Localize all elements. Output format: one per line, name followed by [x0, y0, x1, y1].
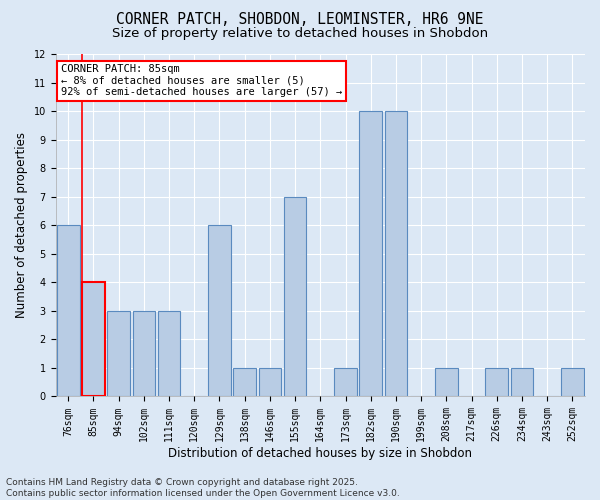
Bar [334, 368, 357, 396]
Bar [435, 368, 458, 396]
X-axis label: Distribution of detached houses by size in Shobdon: Distribution of detached houses by size … [169, 447, 472, 460]
Bar [511, 368, 533, 396]
Text: Contains HM Land Registry data © Crown copyright and database right 2025.
Contai: Contains HM Land Registry data © Crown c… [6, 478, 400, 498]
Bar [57, 225, 80, 396]
Bar [561, 368, 584, 396]
Y-axis label: Number of detached properties: Number of detached properties [15, 132, 28, 318]
Text: CORNER PATCH, SHOBDON, LEOMINSTER, HR6 9NE: CORNER PATCH, SHOBDON, LEOMINSTER, HR6 9… [116, 12, 484, 28]
Bar [158, 311, 181, 396]
Bar [133, 311, 155, 396]
Bar [208, 225, 231, 396]
Bar [233, 368, 256, 396]
Bar [284, 196, 307, 396]
Bar [485, 368, 508, 396]
Bar [259, 368, 281, 396]
Bar [359, 111, 382, 397]
Bar [82, 282, 105, 397]
Text: CORNER PATCH: 85sqm
← 8% of detached houses are smaller (5)
92% of semi-detached: CORNER PATCH: 85sqm ← 8% of detached hou… [61, 64, 342, 98]
Bar [107, 311, 130, 396]
Text: Size of property relative to detached houses in Shobdon: Size of property relative to detached ho… [112, 28, 488, 40]
Bar [385, 111, 407, 397]
